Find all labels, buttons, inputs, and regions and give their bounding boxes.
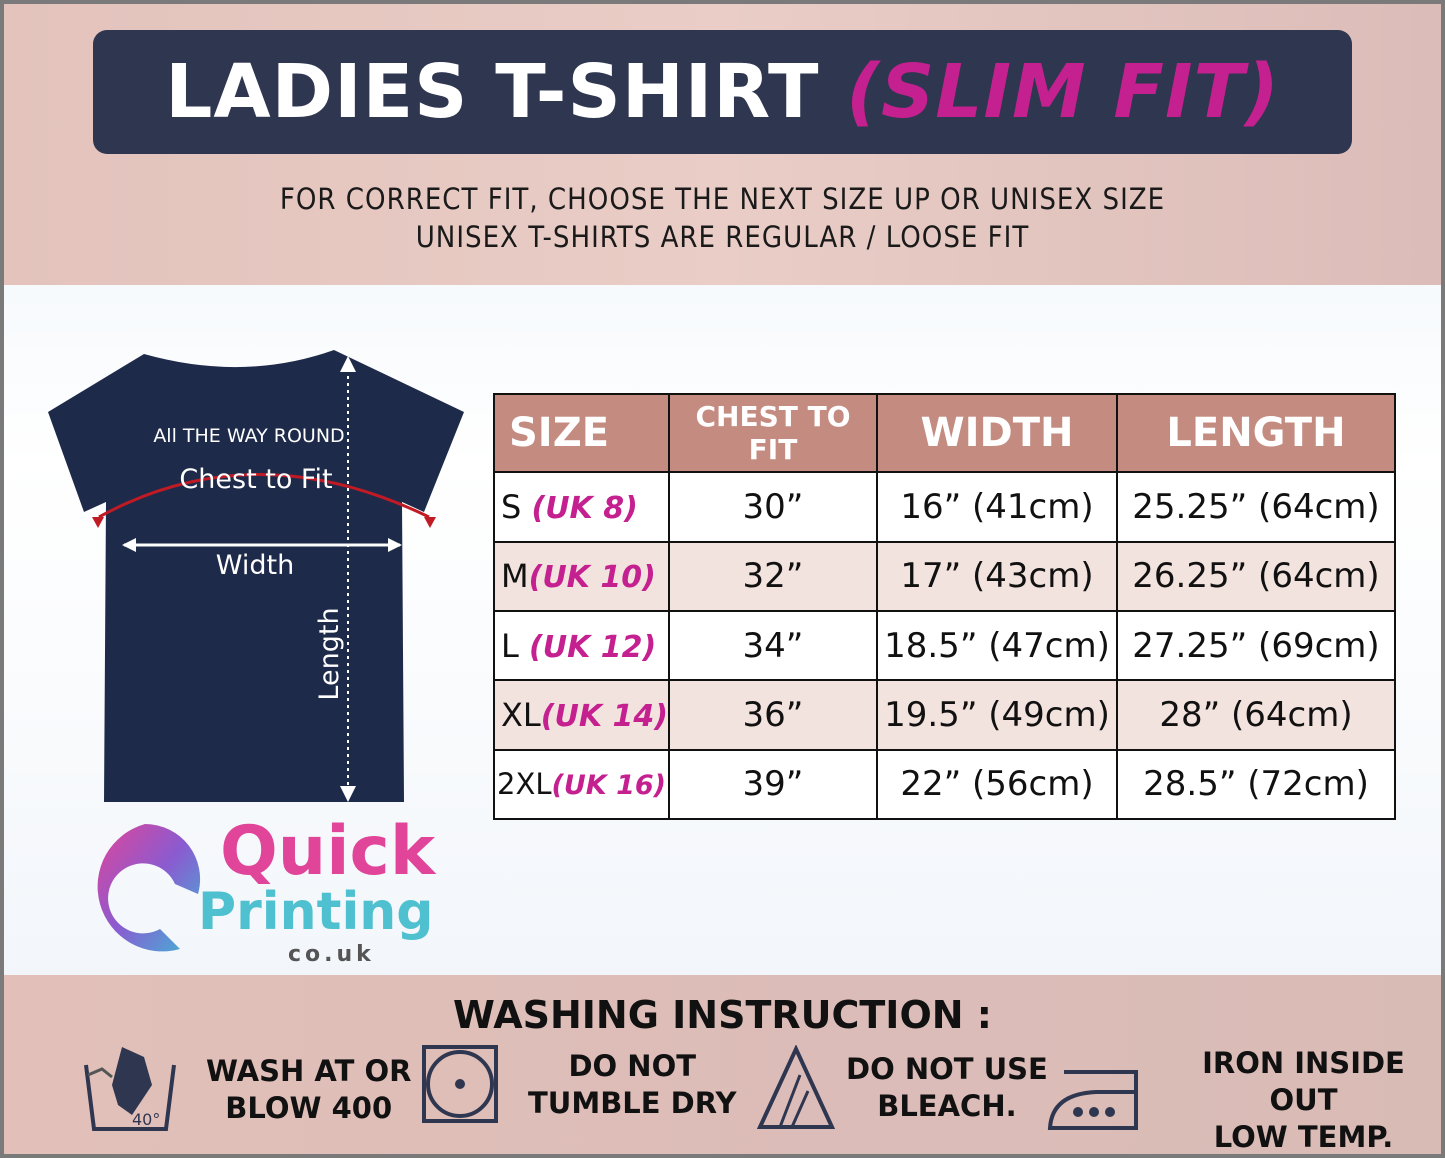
text-label: (UK 14) <box>540 698 668 734</box>
text-label: S <box>501 488 522 527</box>
text-label: WIDTH <box>875 392 1118 474</box>
table-cell: 32” <box>667 540 878 612</box>
text-label: LOW TEMP. <box>1213 1120 1394 1154</box>
text-label: (UK 12) <box>529 629 657 665</box>
care-item-iron: IRON INSIDE OUT LOW TEMP. <box>1046 1045 1441 1154</box>
chest-label: Chest to Fit <box>179 464 332 495</box>
do-not-tumble-dry-icon <box>422 1045 498 1123</box>
text-label: (UK 8) <box>531 491 638 527</box>
width-label: Width <box>216 550 294 581</box>
text-label: CHEST TO FIT <box>667 392 878 474</box>
text-label: TUMBLE DRY <box>528 1086 737 1120</box>
text-label: LENGTH <box>1115 392 1397 474</box>
table-cell: 26.25” (64cm) <box>1115 540 1397 612</box>
text-label: Printing <box>198 882 434 942</box>
table-cell: 28.5” (72cm) <box>1115 748 1397 821</box>
text-label: (SLIM FIT) <box>846 49 1280 135</box>
text-label: 40° <box>132 1110 160 1129</box>
text-label: XL <box>501 695 541 734</box>
table-row: L (UK 12) 34” 18.5” (47cm) 27.25” (69cm) <box>493 609 1397 682</box>
text-label: Quick <box>220 812 436 891</box>
table-cell: 19.5” (49cm) <box>875 679 1118 751</box>
table-cell: 16” (41cm) <box>875 471 1118 543</box>
do-not-bleach-icon <box>756 1045 836 1129</box>
page-title: LADIES T-SHIRT (SLIM FIT) <box>93 30 1352 154</box>
table-row: 2XL(UK 16) 39” 22” (56cm) 28.5” (72cm) <box>493 748 1397 821</box>
washing-band: WASHING INSTRUCTION : 40° WASH AT OR BLOW… <box>4 975 1441 1154</box>
table-row: S (UK 8) 30” 16” (41cm) 25.25” (64cm) <box>493 471 1397 543</box>
text-label: WASH AT OR <box>206 1054 412 1088</box>
care-item-wash: 40° WASH AT OR BLOW 400 <box>82 1045 411 1135</box>
length-label: Length <box>314 607 345 700</box>
table-row: XL(UK 14) 36” 19.5” (49cm) 28” (64cm) <box>493 679 1397 751</box>
text-label: BLOW 400 <box>225 1091 393 1125</box>
unisex-note: UNISEX T-SHIRTS ARE REGULAR / LOOSE FIT <box>415 220 1030 254</box>
text-label: (UK 10) <box>528 560 656 596</box>
table-header: SIZE CHEST TO FIT WIDTH LENGTH <box>493 392 1397 474</box>
care-item-bleach: DO NOT USE BLEACH. <box>756 1045 1048 1131</box>
text-label: SIZE <box>493 392 670 474</box>
washing-title: WASHING INSTRUCTION : <box>453 993 992 1037</box>
size-table: SIZE CHEST TO FIT WIDTH LENGTH S (UK 8) 3… <box>493 392 1397 821</box>
fit-note: FOR CORRECT FIT, CHOOSE THE NEXT SIZE UP… <box>279 182 1166 216</box>
table-cell: 25.25” (64cm) <box>1115 471 1397 543</box>
table-cell: 34” <box>667 609 878 682</box>
round-label: All THE WAY ROUND <box>153 425 344 447</box>
table-cell: 39” <box>667 748 878 821</box>
tshirt-diagram: All THE WAY ROUND Chest to Fit Width Len… <box>48 350 464 802</box>
text-label: L <box>501 626 519 665</box>
care-item-tumble: DO NOT TUMBLE DRY <box>422 1045 737 1125</box>
text-label: LADIES T-SHIRT <box>165 49 820 135</box>
text-label: BLEACH. <box>877 1089 1017 1123</box>
table-cell: 22” (56cm) <box>875 748 1118 821</box>
hand-wash-40-icon: 40° <box>84 1047 176 1131</box>
arrow-left-icon <box>92 517 104 528</box>
arrow-right-icon <box>424 517 436 528</box>
chest-arc <box>98 473 430 519</box>
table-cell: 18.5” (47cm) <box>875 609 1118 682</box>
text-label: 2XL <box>497 767 552 802</box>
text-label: M <box>501 557 529 596</box>
text-label: IRON INSIDE OUT <box>1202 1046 1405 1117</box>
text-label: DO NOT USE <box>846 1052 1048 1086</box>
table-cell: 30” <box>667 471 878 543</box>
table-cell: 28” (64cm) <box>1115 679 1397 751</box>
tshirt-shape <box>48 350 464 802</box>
iron-icon <box>1047 1069 1138 1130</box>
logo-mark-icon <box>97 823 201 952</box>
size-chart: LADIES T-SHIRT (SLIM FIT) FOR CORRECT FI… <box>4 4 1441 1154</box>
table-cell: 27.25” (69cm) <box>1115 609 1397 682</box>
quickprinting-logo: Quick Printing co.uk <box>80 814 450 974</box>
text-label: co.uk <box>288 942 375 967</box>
table-cell: 36” <box>667 679 878 751</box>
table-cell: 17” (43cm) <box>875 540 1118 612</box>
text-label: DO NOT <box>568 1049 697 1083</box>
text-label: (UK 16) <box>551 770 666 802</box>
table-row: M(UK 10) 32” 17” (43cm) 26.25” (64cm) <box>493 540 1397 612</box>
